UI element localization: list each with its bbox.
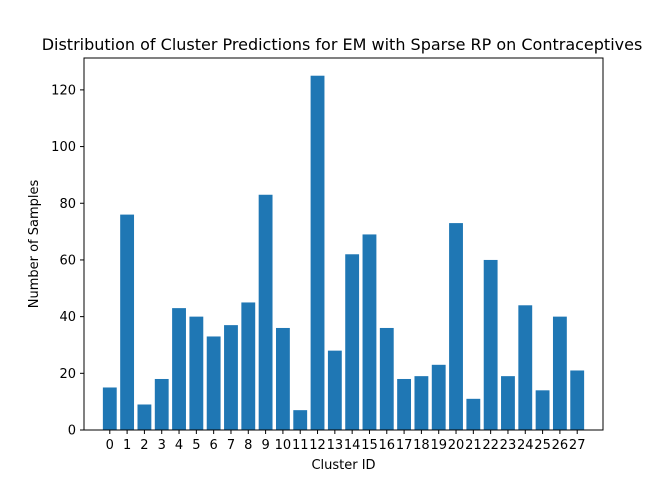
bar-cluster-2 bbox=[137, 404, 152, 430]
x-tick-label: 10 bbox=[275, 438, 292, 453]
bar-cluster-18 bbox=[414, 376, 429, 430]
chart-title: Distribution of Cluster Predictions for … bbox=[42, 35, 643, 54]
x-axis-label: Cluster ID bbox=[311, 458, 375, 473]
y-tick-label: 40 bbox=[59, 310, 76, 325]
x-tick-label: 11 bbox=[292, 438, 309, 453]
bar-cluster-19 bbox=[431, 364, 446, 430]
bar-cluster-8 bbox=[241, 302, 256, 430]
x-tick-label: 7 bbox=[227, 438, 235, 453]
x-tick-label: 25 bbox=[534, 438, 551, 453]
y-tick-label: 120 bbox=[51, 83, 76, 98]
x-tick-label: 2 bbox=[140, 438, 148, 453]
bar-cluster-20 bbox=[449, 223, 463, 430]
y-tick-label: 80 bbox=[59, 197, 76, 212]
y-tick-label: 60 bbox=[59, 253, 76, 268]
x-tick-label: 8 bbox=[244, 438, 252, 453]
x-tick-label: 18 bbox=[413, 438, 430, 453]
bar-cluster-11 bbox=[293, 410, 308, 430]
bar-cluster-16 bbox=[379, 327, 394, 430]
x-tick-label: 22 bbox=[482, 438, 499, 453]
x-tick-label: 17 bbox=[396, 438, 413, 453]
x-tick-label: 21 bbox=[465, 438, 482, 453]
y-tick-label: 20 bbox=[59, 367, 76, 382]
bar-cluster-9 bbox=[258, 194, 273, 430]
bar-cluster-12 bbox=[310, 75, 325, 430]
x-tick-label: 19 bbox=[430, 438, 447, 453]
x-tick-label: 14 bbox=[344, 438, 361, 453]
bar-cluster-27 bbox=[570, 370, 585, 430]
x-tick-label: 20 bbox=[448, 438, 465, 453]
bar-cluster-23 bbox=[501, 376, 515, 430]
x-ticks: 0 1 2 3 4 5 6 7 8 9 10 11 12 13 14 15 16 17 18 19 20 21 22 23 24… bbox=[106, 430, 586, 453]
bar-cluster-17 bbox=[397, 378, 412, 430]
bar-cluster-21 bbox=[466, 398, 481, 430]
x-tick-label: 24 bbox=[517, 438, 534, 453]
bars-group bbox=[102, 75, 585, 430]
bar-cluster-25 bbox=[535, 390, 550, 430]
x-tick-label: 26 bbox=[552, 438, 569, 453]
x-tick-label: 3 bbox=[158, 438, 166, 453]
y-ticks: 0 20 40 60 80 100 120 bbox=[51, 83, 84, 439]
x-tick-label: 5 bbox=[192, 438, 200, 453]
x-tick-label: 1 bbox=[123, 438, 131, 453]
x-tick-label: 13 bbox=[327, 438, 344, 453]
bar-cluster-22 bbox=[483, 259, 498, 430]
x-tick-label: 15 bbox=[361, 438, 378, 453]
bar-cluster-24 bbox=[518, 305, 533, 430]
bar-cluster-5 bbox=[189, 316, 204, 430]
x-tick-label: 23 bbox=[500, 438, 517, 453]
bar-cluster-10 bbox=[275, 327, 290, 430]
y-tick-label: 100 bbox=[51, 140, 76, 155]
x-tick-label: 6 bbox=[210, 438, 218, 453]
plot-frame bbox=[83, 57, 604, 431]
bar-cluster-4 bbox=[172, 308, 186, 430]
bar-cluster-7 bbox=[224, 325, 238, 430]
bar-cluster-14 bbox=[345, 254, 360, 430]
x-tick-label: 0 bbox=[106, 438, 114, 453]
x-tick-label: 12 bbox=[309, 438, 326, 453]
bar-cluster-15 bbox=[362, 234, 377, 430]
bar-cluster-1 bbox=[120, 214, 135, 430]
y-axis-label: Number of Samples bbox=[27, 180, 42, 309]
x-tick-label: 27 bbox=[569, 438, 586, 453]
bar-cluster-6 bbox=[206, 336, 221, 430]
x-tick-label: 9 bbox=[261, 438, 269, 453]
x-tick-label: 16 bbox=[379, 438, 396, 453]
bar-cluster-0 bbox=[102, 387, 117, 430]
bar-cluster-26 bbox=[552, 316, 567, 430]
y-tick-label: 0 bbox=[68, 424, 76, 439]
x-tick-label: 4 bbox=[175, 438, 183, 453]
bar-cluster-3 bbox=[154, 378, 169, 430]
bar-cluster-13 bbox=[327, 350, 342, 430]
